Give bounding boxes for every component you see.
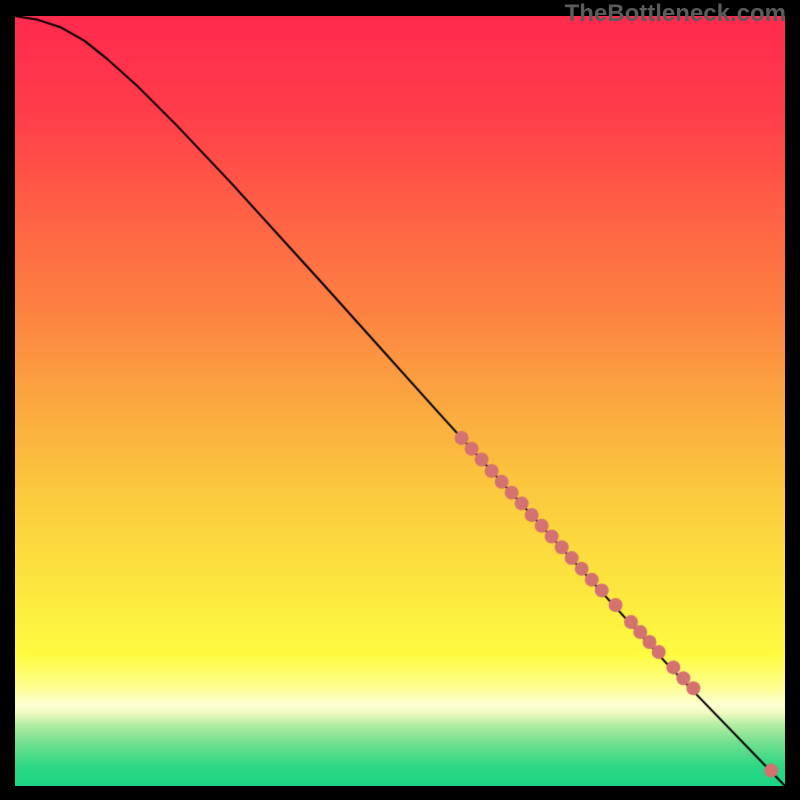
bottleneck-chart bbox=[15, 16, 785, 786]
watermark-text: TheBottleneck.com bbox=[565, 0, 786, 28]
chart-root: TheBottleneck.com bbox=[0, 0, 800, 800]
